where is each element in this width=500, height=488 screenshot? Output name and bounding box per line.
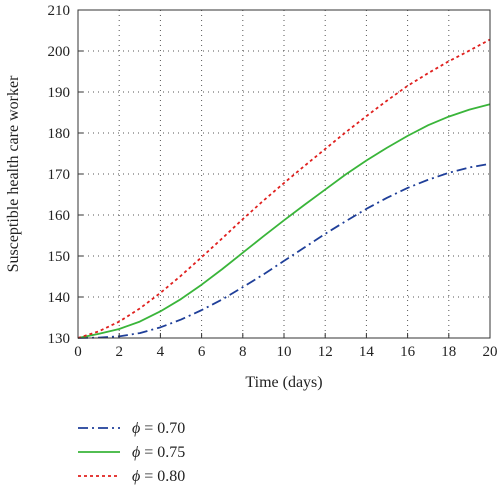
legend-value: = 0.80 [140,468,185,485]
series-line-3 [77,38,491,339]
series-line-2 [77,103,491,339]
legend-value: = 0.75 [140,444,185,461]
legend-value: = 0.70 [140,420,185,437]
x-axis-title: Time (days) [245,374,322,391]
x-tick-label: 10 [277,344,292,360]
y-tick-label: 180 [48,126,71,142]
x-tick-label: 2 [115,344,123,360]
series-line-1 [77,162,491,339]
legend-symbol: ϕ [132,444,140,461]
legend-symbol: ϕ [132,420,140,437]
y-tick-label: 130 [48,331,71,347]
y-tick-label: 190 [48,85,71,101]
x-tick-label: 0 [74,344,82,360]
x-tick-label: 18 [441,344,456,360]
y-tick-label: 140 [48,290,71,306]
y-tick-label: 170 [48,167,71,183]
x-tick-label: 12 [318,344,333,360]
legend-symbol: ϕ [132,468,140,485]
x-tick-label: 4 [157,344,165,360]
y-tick-label: 200 [48,44,71,60]
grid [78,10,490,338]
x-tick-label: 20 [483,344,498,360]
y-tick-label: 210 [48,3,71,19]
legend-label-1: ϕ = 0.70 [132,420,185,437]
y-axis-title: Susceptible health care worker [5,75,22,272]
series-lines [77,38,491,339]
x-tick-label: 14 [359,344,375,360]
x-tick-label: 6 [198,344,206,360]
x-tick-label: 8 [239,344,247,360]
y-tick-label: 150 [48,249,71,265]
axis-ticks: 0 2 4 6 8 10 12 14 16 18 20 130 140 150 160 170 180 190 20… [48,3,498,360]
legend-label-2: ϕ = 0.75 [132,444,185,461]
legend: ϕ = 0.70ϕ = 0.75ϕ = 0.80 [78,420,185,485]
x-tick-label: 16 [400,344,416,360]
y-tick-label: 160 [48,208,71,224]
legend-label-3: ϕ = 0.80 [132,468,185,485]
